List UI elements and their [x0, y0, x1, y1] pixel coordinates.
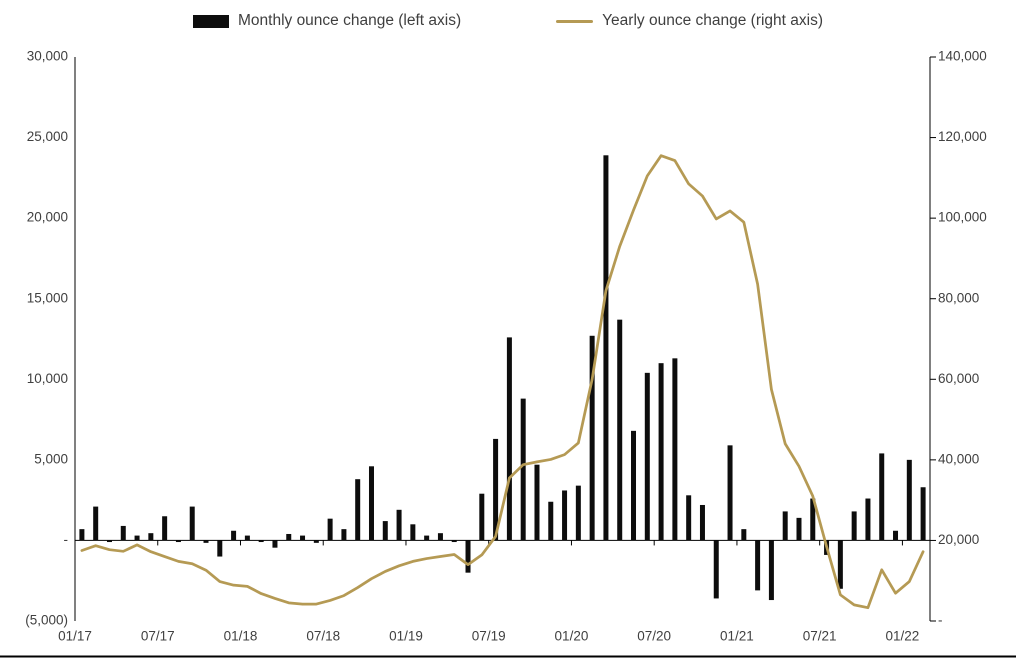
monthly-change-bar: [465, 540, 471, 573]
x-axis-tick-label: 07/20: [637, 629, 671, 644]
x-axis-tick-label: 07/17: [141, 629, 175, 644]
monthly-change-bar: [286, 533, 292, 541]
right-axis-tick-label: -: [938, 613, 943, 628]
monthly-change-bar: [534, 464, 540, 541]
monthly-change-bar: [424, 535, 430, 541]
x-axis-tick-label: 01/19: [389, 629, 423, 644]
monthly-change-bar: [272, 540, 278, 548]
right-axis-tick-label: 120,000: [938, 129, 987, 144]
monthly-change-bar: [120, 525, 126, 541]
monthly-change-bar: [589, 335, 595, 541]
legend-label-yearly: Yearly ounce change (right axis): [602, 12, 824, 29]
x-axis-tick-label: 07/21: [803, 629, 837, 644]
x-axis-tick-label: 01/18: [224, 629, 258, 644]
yearly-series-swatch-icon: [556, 19, 594, 23]
monthly-change-bar: [313, 540, 319, 543]
monthly-change-bar: [699, 504, 705, 541]
monthly-change-bar: [893, 530, 899, 541]
x-axis-tick-label: 01/22: [886, 629, 920, 644]
left-axis-tick-label: -: [64, 532, 69, 547]
legend-item-monthly: Monthly ounce change (left axis): [192, 12, 462, 30]
x-axis-tick-label: 07/18: [306, 629, 340, 644]
x-axis-tick-label: 01/20: [555, 629, 589, 644]
x-axis-tick-label: 01/21: [720, 629, 754, 644]
left-axis-tick-label: (5,000): [25, 613, 68, 628]
monthly-change-bar: [106, 540, 112, 543]
right-axis-tick-label: 20,000: [938, 532, 979, 547]
monthly-change-bar: [506, 337, 512, 541]
monthly-change-bar: [617, 319, 623, 541]
monthly-change-bar: [410, 524, 416, 541]
monthly-change-bar: [217, 540, 223, 557]
left-axis-tick-label: 5,000: [34, 451, 68, 466]
monthly-change-bar: [782, 511, 788, 541]
legend-label-monthly: Monthly ounce change (left axis): [237, 12, 462, 29]
monthly-change-bar: [451, 540, 457, 543]
left-axis-tick-label: 15,000: [27, 290, 68, 305]
monthly-change-bar: [520, 398, 526, 541]
monthly-change-bar: [727, 445, 733, 541]
left-axis-tick-label: 10,000: [27, 371, 68, 386]
monthly-change-bar: [548, 501, 554, 541]
monthly-change-bar: [148, 533, 154, 541]
monthly-change-bar: [686, 495, 692, 541]
monthly-change-bar: [300, 535, 306, 541]
monthly-change-bar: [493, 438, 499, 541]
monthly-change-bar: [906, 459, 912, 541]
monthly-change-bar: [79, 529, 85, 541]
monthly-change-bar: [713, 540, 719, 599]
monthly-change-bar: [355, 479, 361, 541]
left-axis-tick-label: 30,000: [27, 49, 68, 64]
monthly-change-bar: [796, 517, 802, 541]
monthly-change-bar: [437, 533, 443, 541]
yearly-change-line: [80, 154, 925, 610]
monthly-change-bar: [810, 498, 816, 541]
monthly-change-bar: [368, 466, 374, 541]
monthly-change-bar: [175, 540, 181, 543]
left-axis-tick-label: 25,000: [27, 129, 68, 144]
monthly-change-bar: [382, 521, 388, 541]
monthly-series-swatch-icon: [192, 14, 229, 28]
chart-legend: Monthly ounce change (left axis) Yearly …: [0, 6, 1016, 36]
monthly-change-bar: [603, 155, 609, 541]
monthly-change-bar: [134, 535, 140, 541]
monthly-change-bar: [162, 516, 168, 541]
monthly-change-bar: [837, 540, 843, 589]
monthly-change-bar: [231, 530, 237, 541]
monthly-change-bar: [396, 509, 402, 541]
right-axis-tick-label: 100,000: [938, 210, 987, 225]
monthly-change-bar: [479, 493, 485, 541]
monthly-change-bar: [575, 485, 581, 541]
right-axis-tick-label: 140,000: [938, 49, 987, 64]
legend-item-yearly: Yearly ounce change (right axis): [556, 12, 823, 30]
monthly-change-bar: [879, 453, 885, 541]
monthly-change-bar: [920, 487, 926, 541]
monthly-change-bar: [258, 540, 264, 543]
monthly-change-bar: [327, 518, 333, 541]
x-axis-tick-label: 07/19: [472, 629, 506, 644]
monthly-change-bar: [741, 529, 747, 541]
monthly-change-bar: [755, 540, 761, 591]
right-axis-tick-label: 40,000: [938, 451, 979, 466]
monthly-change-bar: [189, 506, 195, 541]
x-axis-tick-label: 01/17: [58, 629, 92, 644]
left-axis-tick-label: 20,000: [27, 210, 68, 225]
right-axis-tick-label: 60,000: [938, 371, 979, 386]
monthly-change-bar: [93, 506, 99, 541]
monthly-change-bar: [644, 372, 650, 541]
monthly-change-bar: [203, 540, 209, 543]
monthly-change-bar: [672, 358, 678, 541]
right-axis-tick-label: 80,000: [938, 290, 979, 305]
monthly-change-bar: [341, 529, 347, 541]
monthly-change-bar: [244, 535, 250, 541]
monthly-change-bar: [631, 430, 637, 541]
monthly-change-bar: [865, 498, 871, 541]
chart-bottom-border: [0, 655, 1016, 658]
monthly-change-bar: [851, 511, 857, 541]
monthly-change-bar: [658, 363, 664, 541]
monthly-change-bar: [768, 540, 774, 601]
monthly-change-bar: [562, 490, 568, 541]
